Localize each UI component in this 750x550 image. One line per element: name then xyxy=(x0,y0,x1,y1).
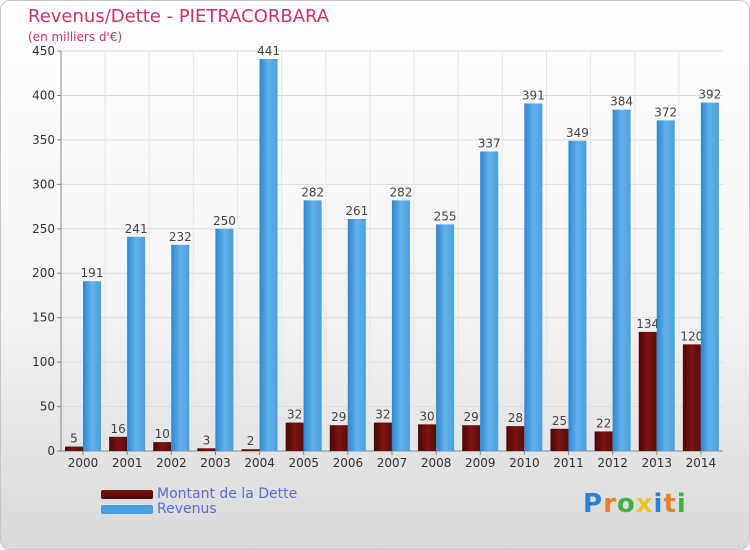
legend-swatch-dette xyxy=(101,490,153,499)
bar-dette xyxy=(109,436,128,451)
bar-revenus xyxy=(127,236,146,451)
bar-revenus xyxy=(700,102,719,452)
x-tick-label: 2001 xyxy=(112,456,143,470)
y-tick-label: 0 xyxy=(47,444,55,458)
data-label-revenus: 384 xyxy=(610,95,633,109)
x-tick-label: 2002 xyxy=(156,456,187,470)
data-label-revenus: 282 xyxy=(389,185,412,199)
x-tick-label: 2003 xyxy=(200,456,231,470)
data-label-dette: 30 xyxy=(419,409,434,423)
x-tick-label: 2014 xyxy=(686,456,717,470)
x-tick-label: 2008 xyxy=(421,456,452,470)
data-label-dette: 3 xyxy=(203,433,211,447)
data-label-revenus: 241 xyxy=(125,222,148,236)
bar-revenus xyxy=(347,219,366,451)
bar-revenus xyxy=(656,120,675,451)
data-label-dette: 134 xyxy=(636,317,659,331)
bar-dette xyxy=(329,425,348,451)
data-label-revenus: 337 xyxy=(478,136,501,150)
x-tick-label: 2004 xyxy=(244,456,275,470)
data-label-revenus: 392 xyxy=(698,88,721,102)
bar-dette xyxy=(197,448,216,451)
bar-revenus xyxy=(83,281,101,451)
bar-revenus xyxy=(259,59,278,451)
data-label-dette: 10 xyxy=(155,427,170,441)
bar-dette xyxy=(638,331,657,451)
y-tick-label: 250 xyxy=(32,222,55,236)
bar-revenus xyxy=(171,244,190,451)
chart-title: Revenus/Dette - PIETRACORBARA xyxy=(28,6,330,27)
x-tick-label: 2012 xyxy=(597,456,628,470)
data-label-revenus: 232 xyxy=(169,230,192,244)
data-label-revenus: 441 xyxy=(257,44,280,58)
data-label-revenus: 282 xyxy=(301,185,324,199)
legend-label-revenus: Revenus xyxy=(157,501,217,517)
data-label-dette: 29 xyxy=(331,410,346,424)
bar-dette xyxy=(373,422,392,451)
bar-dette xyxy=(550,428,569,451)
bar-revenus xyxy=(303,200,322,451)
data-label-revenus: 349 xyxy=(566,126,589,140)
bar-revenus xyxy=(568,140,587,451)
x-tick-label: 2006 xyxy=(333,456,364,470)
bar-revenus xyxy=(612,109,631,452)
data-label-dette: 120 xyxy=(680,329,703,343)
legend-swatch-revenus xyxy=(101,505,153,514)
data-label-revenus: 372 xyxy=(654,105,677,119)
x-tick-label: 2010 xyxy=(509,456,540,470)
y-tick-label: 350 xyxy=(32,133,55,147)
bar-dette xyxy=(65,446,83,451)
bar-dette xyxy=(594,431,613,451)
bar-dette xyxy=(241,449,260,451)
y-tick-label: 100 xyxy=(32,355,55,369)
y-tick-label: 50 xyxy=(40,400,55,414)
bar-revenus xyxy=(391,200,410,451)
y-tick-label: 200 xyxy=(32,266,55,280)
data-label-revenus: 391 xyxy=(522,88,545,102)
data-label-revenus: 261 xyxy=(345,204,368,218)
data-label-dette: 2 xyxy=(247,434,255,448)
y-tick-label: 150 xyxy=(32,311,55,325)
bar-revenus xyxy=(215,228,234,451)
bar-revenus xyxy=(524,103,543,451)
x-tick-label: 2013 xyxy=(642,456,673,470)
bar-dette xyxy=(682,344,701,451)
data-label-revenus: 191 xyxy=(81,266,104,280)
bar-dette xyxy=(285,422,304,451)
bar-revenus xyxy=(436,224,455,451)
x-tick-label: 2007 xyxy=(377,456,408,470)
y-tick-label: 400 xyxy=(32,88,55,102)
x-tick-label: 2005 xyxy=(288,456,319,470)
bar-dette xyxy=(153,442,172,451)
data-label-dette: 28 xyxy=(508,411,523,425)
legend-label-dette: Montant de la Dette xyxy=(157,486,298,502)
data-label-dette: 32 xyxy=(287,408,302,422)
x-tick-label: 2000 xyxy=(68,456,99,470)
x-tick-label: 2011 xyxy=(553,456,584,470)
bar-dette xyxy=(506,426,525,451)
data-label-dette: 29 xyxy=(464,410,479,424)
y-tick-label: 450 xyxy=(32,44,55,58)
y-tick-label: 300 xyxy=(32,177,55,191)
bar-dette xyxy=(418,424,437,451)
data-label-revenus: 255 xyxy=(434,209,457,223)
data-label-revenus: 250 xyxy=(213,214,236,228)
proxiti-logo: Proxiti xyxy=(583,489,687,519)
data-label-dette: 16 xyxy=(110,422,125,436)
data-label-dette: 25 xyxy=(552,414,567,428)
data-label-dette: 32 xyxy=(375,408,390,422)
data-label-dette: 22 xyxy=(596,416,611,430)
x-tick-label: 2009 xyxy=(465,456,496,470)
bar-revenus xyxy=(480,151,499,451)
chart-subtitle: (en milliers d'€) xyxy=(28,30,123,44)
data-label-dette: 5 xyxy=(70,432,78,446)
bar-dette xyxy=(462,425,481,451)
